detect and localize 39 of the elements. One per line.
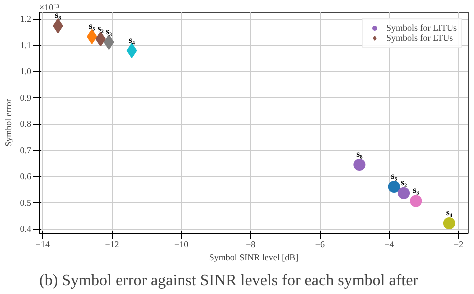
y-tick-label: 1.0 — [20, 66, 32, 77]
point — [443, 218, 456, 230]
annotation: s₂ — [400, 177, 408, 188]
point — [354, 159, 366, 171]
annotation: s₈ — [356, 148, 364, 159]
y-tick-label: 0.4 — [20, 224, 32, 234]
x-tick-label: −12 — [105, 240, 120, 250]
x-tick-label: −6 — [315, 240, 326, 250]
point — [126, 43, 138, 58]
annotation: s₃ — [413, 185, 420, 196]
y-axis-title: Symbol error — [3, 99, 14, 147]
point — [388, 181, 400, 194]
annotation: s₄ — [128, 34, 136, 45]
y-tick-label: 1.1 — [20, 40, 32, 50]
y-tick-label: 0.5 — [20, 198, 32, 208]
x-tick-label: −8 — [246, 240, 256, 250]
text: (b) Symbol error against SINR levels for each symbol after — [40, 272, 420, 290]
x-tick-label: −2 — [454, 240, 464, 250]
x-tick-label: −10 — [174, 240, 190, 250]
point — [410, 195, 422, 208]
legend-label: Symbols for LTUs — [386, 33, 454, 43]
annotation: s₂ — [98, 23, 104, 34]
annotation: s₄ — [446, 208, 453, 218]
y-tick-label: 0.6 — [20, 172, 32, 182]
annotation: s₃ — [106, 26, 113, 36]
annotation: s₅ — [391, 171, 398, 182]
point — [398, 187, 410, 200]
y-tick-label: 0.9 — [20, 92, 32, 103]
annotation: s₅ — [89, 20, 96, 31]
point — [104, 34, 114, 50]
annotation: s₈ — [55, 10, 62, 20]
text: ×10⁻³ — [40, 2, 60, 12]
y-tick-label: 0.7 — [20, 145, 32, 156]
x-tick-label: −4 — [384, 240, 395, 250]
y-tick-label: 1.2 — [20, 14, 32, 24]
legend-label: Symbols for LITUs — [386, 23, 457, 33]
x-tick-label: −14 — [36, 240, 51, 250]
x-axis-title: Symbol SINR level [dB] — [209, 252, 299, 262]
y-tick-label: 0.8 — [20, 119, 32, 130]
